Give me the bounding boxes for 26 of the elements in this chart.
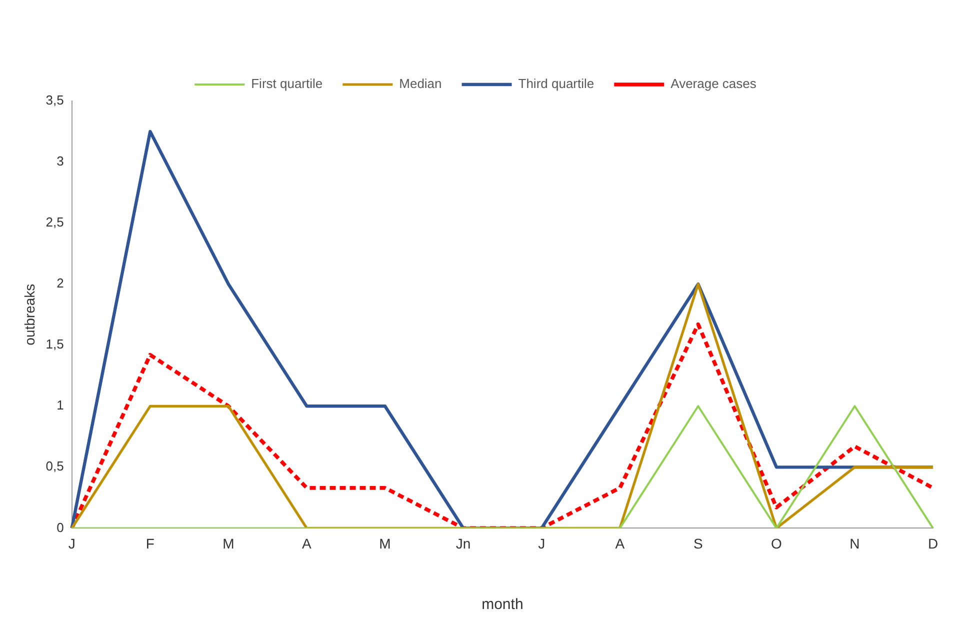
x-tick-label: J [538,535,546,552]
x-tick-label: S [693,535,703,552]
x-tick-label: D [928,535,938,552]
y-axis-title: outbreaks [21,284,38,346]
x-tick-label: N [850,535,860,552]
y-tick-label: 2,5 [46,214,64,230]
legend-label: Average cases [670,76,757,92]
legend-label: Third quartile [518,76,594,92]
x-tick-label: F [146,535,154,552]
y-tick-label: 1,5 [46,336,64,352]
y-tick-label: 2 [56,276,64,291]
y-tick-label: 3 [56,154,64,169]
y-tick-label: 0 [56,520,64,535]
legend-label: Median [399,76,442,92]
x-tick-label: M [379,535,391,552]
legend-label: First quartile [251,76,323,92]
x-tick-label: Jn [456,535,471,552]
x-tick-label: O [770,535,782,552]
x-axis-title: month [482,596,524,614]
y-tick-label: 3,5 [46,92,64,108]
y-tick-label: 0,5 [46,458,64,474]
x-tick-label: A [302,535,312,552]
y-tick-label: 1 [56,398,64,413]
x-tick-label: J [68,535,76,552]
x-tick-label: A [615,535,626,552]
x-tick-label: M [222,535,234,552]
